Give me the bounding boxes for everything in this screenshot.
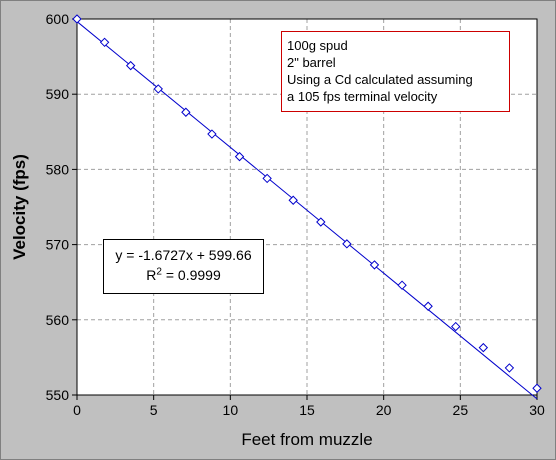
r-squared-value: = 0.9999	[161, 267, 221, 283]
x-tick-label: 25	[453, 402, 469, 418]
data-point	[451, 321, 461, 332]
data-point	[207, 129, 217, 139]
r-squared-prefix: R	[146, 267, 157, 283]
x-tick-label: 20	[376, 402, 392, 418]
data-point	[532, 383, 542, 393]
r-squared-superscript: 2	[156, 266, 162, 278]
data-point	[153, 84, 163, 94]
y-tick-label: 570	[46, 237, 70, 253]
x-axis-title: Feet from muzzle	[241, 430, 372, 449]
note-line-4: a 105 fps terminal velocity	[287, 89, 438, 104]
y-tick-label: 560	[46, 312, 70, 328]
note-line-2: 2" barrel	[287, 55, 336, 70]
data-point	[342, 239, 352, 249]
note-line-1: 100g spud	[287, 38, 348, 53]
trendline	[76, 21, 538, 400]
data-point	[288, 195, 298, 205]
data-point	[397, 280, 407, 290]
axes	[72, 18, 538, 400]
tick-labels: 0 5 10 15 20 25 30 550 560 570 580 590 600	[46, 11, 545, 418]
trendline-equation: y = -1.6727x + 599.66	[115, 247, 252, 263]
annotation-note-box: 100g spud 2" barrel Using a Cd calculate…	[281, 31, 510, 112]
data-points	[72, 14, 542, 393]
r-squared-label: R2 = 0.9999	[104, 265, 263, 285]
data-point	[99, 37, 110, 48]
x-tick-label: 0	[73, 402, 81, 418]
data-point	[234, 151, 245, 162]
x-tick-label: 10	[223, 402, 239, 418]
data-point	[369, 260, 380, 270]
data-point	[316, 217, 326, 227]
y-axis-title: Velocity (fps)	[10, 154, 29, 260]
x-tick-label: 5	[150, 402, 158, 418]
trendline-equation-box: y = -1.6727x + 599.66 R2 = 0.9999	[103, 239, 264, 294]
y-tick-label: 600	[46, 11, 70, 27]
x-tick-label: 15	[299, 402, 315, 418]
data-point	[72, 14, 82, 24]
y-tick-label: 590	[46, 86, 70, 102]
y-tick-label: 580	[46, 161, 70, 177]
data-point	[478, 342, 489, 353]
data-point	[181, 107, 191, 117]
data-point	[504, 363, 515, 373]
trendline-layer	[76, 21, 538, 400]
x-tick-label: 30	[529, 402, 545, 418]
data-point	[423, 301, 433, 311]
data-point	[262, 173, 272, 184]
data-point	[125, 60, 136, 71]
note-line-3: Using a Cd calculated assuming	[287, 72, 473, 87]
y-tick-label: 550	[46, 387, 70, 403]
